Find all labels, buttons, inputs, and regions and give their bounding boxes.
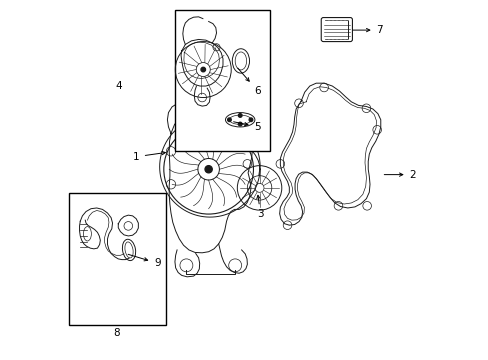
Bar (174, 10, 269, 151)
Text: 5: 5 (233, 122, 261, 132)
Text: 4: 4 (115, 81, 122, 91)
Text: 3: 3 (256, 195, 264, 219)
Circle shape (238, 114, 242, 117)
Circle shape (204, 166, 212, 173)
Circle shape (201, 67, 205, 72)
Text: 9: 9 (128, 254, 161, 268)
Text: 2: 2 (384, 170, 415, 180)
Text: 8: 8 (113, 328, 120, 338)
Circle shape (227, 118, 231, 122)
Text: 6: 6 (237, 68, 261, 96)
Text: 1: 1 (133, 152, 165, 162)
Circle shape (249, 118, 252, 122)
Text: 7: 7 (352, 25, 382, 35)
Circle shape (238, 122, 242, 126)
Bar (69, 193, 165, 325)
